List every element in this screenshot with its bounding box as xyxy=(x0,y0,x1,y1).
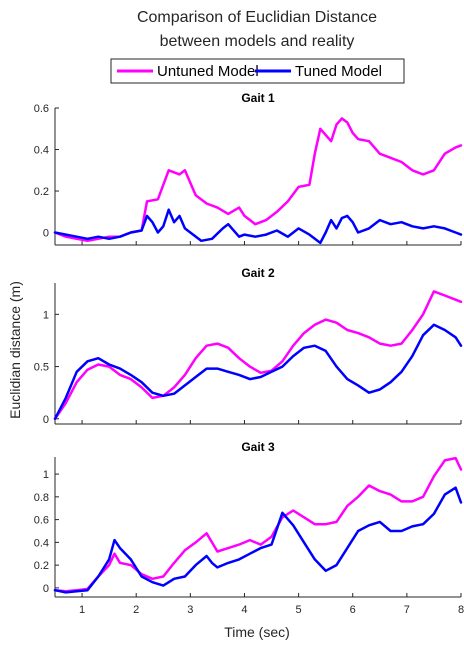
y-tick-label: 0.5 xyxy=(34,362,49,374)
y-tick-label: 0.6 xyxy=(34,515,49,527)
y-axis-label: Euclidian distance (m) xyxy=(7,281,23,419)
y-tick-label: 0.4 xyxy=(34,145,49,157)
x-tick-label: 1 xyxy=(79,604,85,616)
y-tick-label: 0.2 xyxy=(34,560,49,572)
x-tick-label: 3 xyxy=(187,604,193,616)
x-tick-label: 2 xyxy=(133,604,139,616)
legend-label-tuned: Tuned Model xyxy=(295,63,382,80)
x-axis-label: Time (sec) xyxy=(224,624,290,640)
subplot-gait-2: Gait 2 0 0.5 1 xyxy=(34,266,463,426)
x-tick-label: 8 xyxy=(458,604,464,616)
subplot-title: Gait 3 xyxy=(241,440,275,454)
series-line-tuned xyxy=(53,208,463,245)
y-tick-label: 0.2 xyxy=(34,186,49,198)
legend-label-untuned: Untuned Model xyxy=(157,63,259,80)
subplot-title: Gait 1 xyxy=(241,91,275,105)
y-tick-label: 1 xyxy=(43,469,49,481)
x-tick-label: 5 xyxy=(296,604,302,616)
chart-title-line-1: Comparison of Euclidian Distance xyxy=(137,9,377,26)
subplot-title: Gait 2 xyxy=(241,266,275,280)
y-tick-label: 0.8 xyxy=(34,492,49,504)
subplot-gait-1: Gait 1 0 0.2 0.4 0.6 xyxy=(34,91,463,246)
subplot-gait-3: Gait 3 0 0.2 0.4 0.6 0.8 1 1 2 3 4 5 6 7 8 xyxy=(34,440,464,616)
x-tick-label: 4 xyxy=(241,604,247,616)
y-tick-label: 0.4 xyxy=(34,537,49,549)
series-line-untuned xyxy=(53,456,463,593)
series-line-tuned xyxy=(53,323,463,421)
y-tick-label: 1 xyxy=(43,309,49,321)
y-tick-label: 0 xyxy=(43,228,49,240)
series-line-tuned xyxy=(53,486,463,594)
series-line-untuned xyxy=(53,290,463,421)
legend: Untuned Model Tuned Model xyxy=(110,58,405,84)
chart-title-line-2: between models and reality xyxy=(160,33,355,50)
y-tick-label: 0 xyxy=(43,583,49,595)
x-tick-label: 6 xyxy=(350,604,356,616)
y-tick-label: 0.6 xyxy=(34,103,49,115)
x-tick-label: 7 xyxy=(404,604,410,616)
subplots: Gait 1 0 0.2 0.4 0.6 Gait 2 0 0.5 1 Gait 3 0 0.2 0.4… xyxy=(34,91,464,616)
y-tick-label: 0 xyxy=(43,414,49,426)
